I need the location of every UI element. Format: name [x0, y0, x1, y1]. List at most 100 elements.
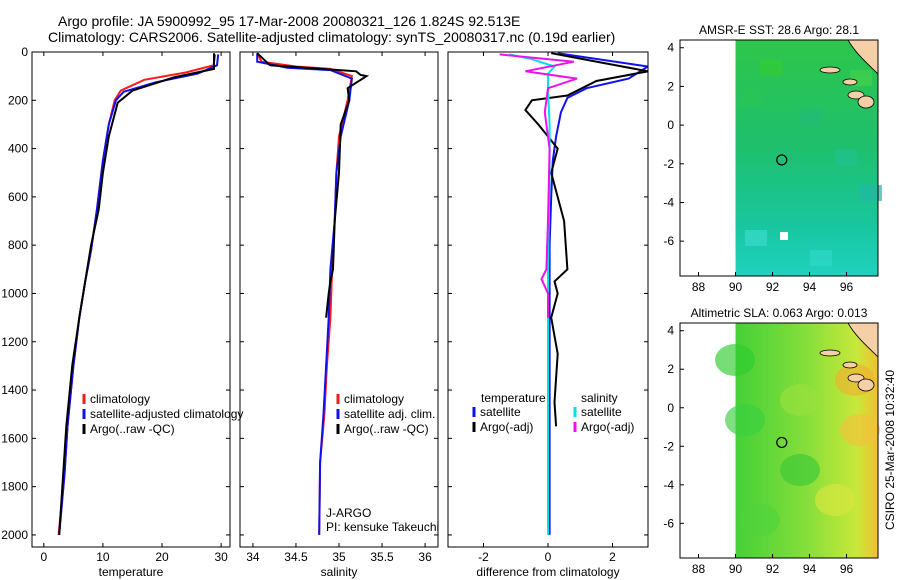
- y-tick-label: 2000: [1, 528, 28, 542]
- sst-patch-1: [740, 90, 762, 106]
- map-frame-sla: [679, 322, 879, 559]
- x-tick-label-salinity: 36: [418, 550, 432, 564]
- legend-difference-3: salinity: [581, 391, 618, 405]
- plot-frame-salinity: [239, 51, 439, 548]
- sst-missing-cell: [780, 232, 788, 240]
- map-x-tick-label-sla: 94: [803, 562, 817, 576]
- island-sst-2: [847, 90, 865, 100]
- x-tick-label-difference: 2: [609, 550, 616, 564]
- map-x-tick-label-sla: 96: [840, 562, 854, 576]
- x-tick-label-temperature: 30: [214, 550, 228, 564]
- legend-difference-4: satellite: [581, 405, 622, 419]
- series-line-temperature-1: [58, 54, 220, 535]
- island-sst-3: [857, 95, 875, 109]
- y-tick-label: 400: [8, 142, 28, 156]
- figure-title-line1: Argo profile: JA 5900992_95 17-Mar-2008 …: [58, 13, 521, 29]
- series-line-difference-1: [524, 52, 648, 427]
- y-tick-label: 1600: [1, 431, 28, 445]
- x-tick-label-difference: 0: [545, 550, 552, 564]
- y-tick-label: 1800: [1, 480, 28, 494]
- x-tick-label-difference: -2: [478, 550, 489, 564]
- legend-difference-0: temperature: [481, 391, 546, 405]
- sla-patch-7: [780, 384, 820, 416]
- sla-patch-3: [740, 504, 780, 536]
- sla-patch-6: [815, 484, 855, 516]
- panel-salinity: 34 34.5 35 35.5 36 salinity climatologysatelli…: [239, 51, 439, 579]
- x-axis-label-salinity: salinity: [321, 565, 358, 579]
- map-y-tick-label-sst: -6: [663, 234, 674, 248]
- legend-difference-5: Argo(-adj): [581, 420, 634, 434]
- island-sst-0: [819, 66, 841, 74]
- annotation-pi-name: PI: kensuke Takeuchi: [326, 520, 439, 534]
- y-tick-label: 600: [8, 190, 28, 204]
- island-sla-3: [857, 378, 875, 392]
- y-tick-label: 1000: [1, 286, 28, 300]
- map-title-sla: Altimetric SLA: 0.063 Argo: 0.013: [691, 306, 868, 320]
- series-line-salinity-2: [256, 52, 370, 318]
- map-y-tick-label-sla: 0: [667, 401, 674, 415]
- legend-temperature-1: satellite-adjusted climatology: [90, 407, 243, 421]
- x-axis-label-temperature: temperature: [99, 565, 164, 579]
- map-y-tick-label-sla: 4: [667, 324, 674, 338]
- plot-frame-temperature: [31, 51, 231, 548]
- panel-temperature: 0 10 20 30 0 200 400 600 800 1000 1200 1400 1600 1800…: [1, 45, 243, 579]
- map-sst: 88 90 92 94 96 4 2 0 -2 -4 -6 AMSR-E SST: 28.6 Argo…: [663, 23, 882, 294]
- y-tick-label: 200: [8, 93, 28, 107]
- sla-patch-1: [725, 404, 765, 436]
- legend-salinity-1: satellite adj. clim.: [344, 407, 435, 421]
- sst-patch-6: [810, 250, 832, 266]
- y-tick-label: 1200: [1, 335, 28, 349]
- map-x-tick-label-sla: 88: [692, 562, 706, 576]
- map-y-tick-label-sla: -2: [663, 439, 674, 453]
- map-x-tick-label-sst: 96: [840, 280, 854, 294]
- map-y-tick-label-sst: 0: [667, 118, 674, 132]
- island-sla-0: [819, 349, 841, 357]
- map-x-tick-label-sst: 90: [729, 280, 743, 294]
- map-y-tick-label-sst: 2: [667, 79, 674, 93]
- x-axis-label-difference: difference from climatology: [476, 565, 619, 579]
- sla-patch-2: [780, 454, 820, 486]
- legend-temperature-0: climatology: [90, 392, 150, 406]
- series-line-salinity-1: [256, 53, 353, 535]
- series-line-salinity-0: [256, 52, 354, 535]
- sla-patch-0: [715, 344, 755, 376]
- map-sla: 88 90 92 94 96 4 2 0 -2 -4 -6 Altimetric SLA: 0.063…: [663, 306, 880, 576]
- map-y-tick-label-sst: -2: [663, 157, 674, 171]
- x-tick-label-temperature: 20: [155, 550, 169, 564]
- island-sst-1: [842, 78, 858, 86]
- series-line-difference-2: [509, 53, 557, 535]
- map-frame-sst: [679, 39, 879, 277]
- legend-difference-2: Argo(-adj): [480, 420, 533, 434]
- sst-patch-4: [860, 185, 882, 201]
- sst-patch-2: [800, 110, 822, 126]
- legend-temperature-2: Argo(..raw -QC): [90, 422, 175, 436]
- map-y-tick-label-sla: 2: [667, 362, 674, 376]
- map-y-tick-label-sst: -4: [663, 195, 674, 209]
- legend-salinity-2: Argo(..raw -QC): [344, 422, 429, 436]
- map-x-tick-label-sla: 92: [766, 562, 780, 576]
- series-line-temperature-2: [58, 53, 215, 535]
- sla-patch-5: [840, 414, 880, 446]
- map-x-tick-label-sst: 94: [803, 280, 817, 294]
- map-y-tick-label-sla: -6: [663, 516, 674, 530]
- x-tick-label-salinity: 34.5: [284, 550, 308, 564]
- profile-marker-sla: [776, 436, 788, 449]
- figure-title-line2: Climatology: CARS2006. Satellite-adjuste…: [48, 29, 616, 45]
- x-tick-label-temperature: 10: [96, 550, 110, 564]
- map-title-sst: AMSR-E SST: 28.6 Argo: 28.1: [699, 23, 859, 37]
- map-x-tick-label-sst: 92: [766, 280, 780, 294]
- sst-patch-5: [745, 230, 767, 246]
- island-sla-2: [847, 373, 865, 383]
- map-x-tick-label-sst: 88: [692, 280, 706, 294]
- x-tick-label-salinity: 35.5: [370, 550, 394, 564]
- annotation-float-program: J-ARGO: [326, 506, 371, 520]
- island-sla-1: [842, 361, 858, 369]
- map-x-tick-label-sla: 90: [729, 562, 743, 576]
- series-line-difference-3: [499, 53, 578, 318]
- x-tick-label-salinity: 35: [332, 550, 346, 564]
- y-tick-label: 1400: [1, 383, 28, 397]
- legend-salinity-0: climatology: [344, 392, 404, 406]
- sst-patch-3: [835, 150, 857, 166]
